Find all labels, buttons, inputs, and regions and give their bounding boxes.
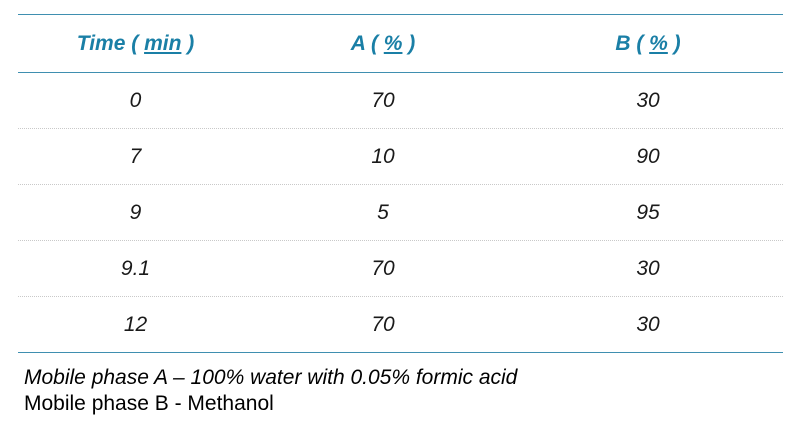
table-bottom-rule xyxy=(18,352,783,353)
header-a-label: A xyxy=(350,31,371,55)
header-time-open: ( xyxy=(131,31,145,55)
header-time-label: Time xyxy=(76,31,132,55)
header-a-open: ( xyxy=(370,31,384,55)
note-mobile-phase-b: Mobile phase B - Methanol xyxy=(24,392,274,415)
header-time-close: ) xyxy=(181,31,195,55)
header-b: B ( % ) xyxy=(513,32,783,56)
cell-time: 7 xyxy=(129,144,142,168)
header-b-close: ) xyxy=(667,31,681,55)
cell-a: 5 xyxy=(377,200,389,224)
header-time: Time ( min ) xyxy=(18,32,253,56)
table-row: 9 5 95 xyxy=(18,185,783,241)
header-time-unit: min xyxy=(144,31,182,55)
table-row: 0 70 30 xyxy=(18,73,783,129)
table-row: 7 10 90 xyxy=(18,129,783,185)
cell-a: 70 xyxy=(371,312,395,336)
header-a: A ( % ) xyxy=(253,32,513,56)
cell-a: 10 xyxy=(371,144,395,168)
table-header-row: Time ( min ) A ( % ) B ( % ) xyxy=(18,15,783,73)
cell-b: 90 xyxy=(636,144,660,168)
header-b-label: B xyxy=(615,31,637,55)
cell-b: 95 xyxy=(636,200,660,224)
cell-a: 70 xyxy=(371,88,395,112)
table-row: 12 70 30 xyxy=(18,297,783,352)
header-a-close: ) xyxy=(402,31,416,55)
cell-b: 30 xyxy=(636,88,660,112)
cell-b: 30 xyxy=(636,256,660,280)
cell-time: 9.1 xyxy=(120,256,151,280)
cell-time: 12 xyxy=(123,312,148,336)
table-top-rule xyxy=(18,14,783,15)
cell-a: 70 xyxy=(371,256,395,280)
header-b-unit: % xyxy=(649,31,668,55)
mobile-phase-notes: Mobile phase A – 100% water with 0.05% f… xyxy=(24,365,517,417)
cell-b: 30 xyxy=(636,312,660,336)
header-a-unit: % xyxy=(383,31,403,55)
cell-time: 9 xyxy=(129,200,142,224)
table-row: 9.1 70 30 xyxy=(18,241,783,297)
header-b-open: ( xyxy=(636,31,650,55)
note-mobile-phase-a: Mobile phase A – 100% water with 0.05% f… xyxy=(24,366,518,389)
gradient-table: Time ( min ) A ( % ) B ( % ) 0 70 30 7 1… xyxy=(18,14,783,353)
cell-time: 0 xyxy=(129,88,142,112)
